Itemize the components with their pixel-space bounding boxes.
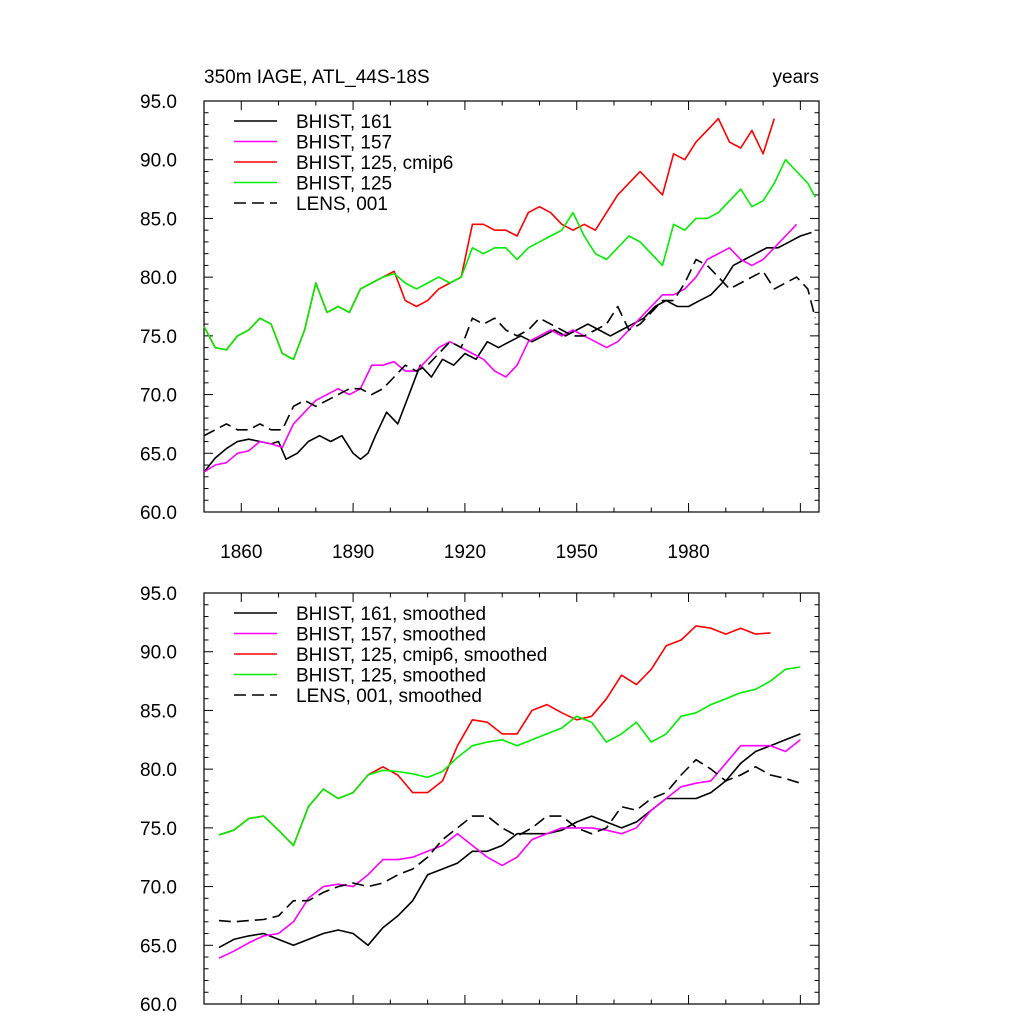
y-tick-label: 65.0 [140, 444, 177, 465]
y-tick-label: 60.0 [140, 503, 177, 524]
x-tick-label: 1980 [667, 542, 709, 563]
series-line-1 [203, 231, 812, 473]
chart-title: 350m IAGE, ATL_44S-18S [204, 67, 430, 88]
legend-label: BHIST, 161, smoothed [296, 604, 486, 625]
x-tick-label: 1950 [556, 542, 598, 563]
bottom-panel: 60.0 65.0 70.0 75.0 80.0 85.0 90.0 95.0 BHIST, 1… [140, 584, 820, 1016]
x-tick-label: 1890 [332, 542, 374, 563]
y-tick-label: 70.0 [140, 878, 177, 899]
legend-label: BHIST, 157 [296, 133, 392, 154]
legend-label: BHIST, 161 [296, 112, 392, 133]
x-tick-label: 1920 [444, 542, 486, 563]
plot-frame [203, 100, 820, 513]
legend-label: BHIST, 125, cmip6, smoothed [296, 645, 547, 666]
top-panel: 350m IAGE, ATL_44S-18S years 60.0 65.0 70.… [140, 67, 820, 563]
legend-label: LENS, 001 [296, 194, 388, 215]
legend-label: BHIST, 125 [296, 174, 392, 195]
y-tick-label: 60.0 [140, 995, 177, 1016]
y-tick-label: 90.0 [140, 643, 177, 664]
legend-label: BHIST, 125, smoothed [296, 666, 486, 687]
y-tick-label: 95.0 [140, 584, 177, 605]
series-line-2 [203, 223, 798, 473]
series-line-3 [203, 117, 776, 361]
legend-label: BHIST, 125, cmip6 [296, 153, 453, 174]
y-tick-label: 85.0 [140, 701, 177, 722]
series-line-4 [218, 666, 801, 847]
plot-frame [203, 592, 820, 1005]
series-line-5 [218, 758, 801, 923]
series-line-5 [203, 258, 817, 437]
y-tick-label: 70.0 [140, 386, 177, 407]
legend-label: LENS, 001, smoothed [296, 686, 482, 707]
y-tick-label: 75.0 [140, 819, 177, 840]
series-line-2 [218, 739, 801, 959]
y-tick-label: 75.0 [140, 327, 177, 348]
y-tick-label: 80.0 [140, 760, 177, 781]
y-tick-label: 85.0 [140, 209, 177, 230]
units-label: years [773, 67, 819, 88]
y-tick-label: 65.0 [140, 936, 177, 957]
series-line-1 [218, 733, 801, 949]
y-tick-label: 80.0 [140, 268, 177, 289]
legend-label: BHIST, 157, smoothed [296, 625, 486, 646]
series-line-4 [203, 158, 817, 361]
y-tick-label: 95.0 [140, 92, 177, 113]
y-tick-label: 90.0 [140, 151, 177, 172]
x-tick-label: 1860 [220, 542, 262, 563]
